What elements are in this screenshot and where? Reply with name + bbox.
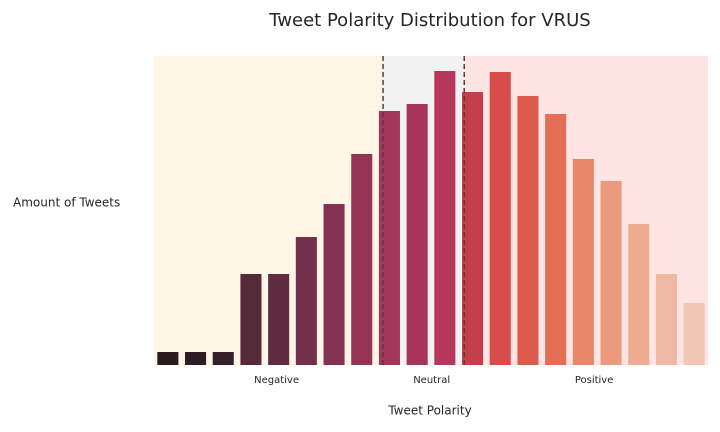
bar bbox=[655, 274, 677, 365]
bar bbox=[212, 352, 234, 365]
bar bbox=[351, 154, 373, 365]
bar bbox=[185, 352, 207, 365]
bar bbox=[378, 111, 400, 365]
bar bbox=[295, 237, 317, 365]
bar bbox=[323, 204, 345, 365]
bar bbox=[628, 224, 650, 365]
bar bbox=[572, 159, 594, 365]
x-axis-label: Tweet Polarity bbox=[387, 404, 471, 418]
bar bbox=[157, 352, 179, 365]
chart-title: Tweet Polarity Distribution for VRUS bbox=[268, 10, 590, 31]
bar bbox=[406, 104, 428, 365]
x-tick-label: Neutral bbox=[413, 375, 450, 386]
bar bbox=[489, 72, 511, 365]
bar bbox=[434, 71, 456, 365]
y-axis-label: Amount of Tweets bbox=[13, 196, 120, 210]
bar bbox=[545, 114, 567, 365]
bar bbox=[240, 274, 262, 365]
x-tick-label: Negative bbox=[254, 375, 299, 386]
bar bbox=[517, 96, 539, 365]
bar bbox=[268, 274, 290, 365]
bar bbox=[683, 303, 705, 365]
bar bbox=[600, 181, 622, 365]
x-tick-label: Positive bbox=[575, 375, 614, 386]
bar bbox=[462, 92, 484, 365]
